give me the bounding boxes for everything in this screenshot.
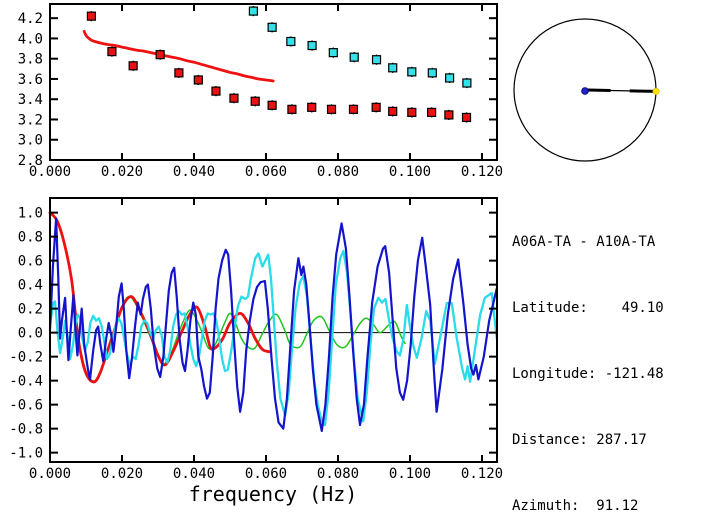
y-tick-label: 0.8	[18, 230, 43, 246]
edge-station-dot	[652, 87, 660, 95]
x-tick-label: 0.040	[173, 466, 215, 482]
x-tick-label: 0.060	[245, 466, 287, 482]
x-tick-label: 0.000	[29, 164, 71, 180]
square-marker	[407, 67, 417, 77]
markers-phase-velocity-measurements	[248, 6, 472, 89]
plot-frame	[49, 197, 498, 463]
curve-stacked-spectrum-cyan	[48, 249, 498, 427]
y-tick-label: -0.8	[9, 422, 43, 438]
x-tick-label: 0.000	[29, 466, 71, 482]
plot-frame	[49, 3, 498, 161]
y-tick-label: 2.8	[18, 153, 43, 169]
azimuth-dial	[513, 18, 660, 162]
curve-model-bessel-red	[48, 211, 271, 384]
square-marker	[388, 106, 398, 116]
square-marker	[128, 61, 138, 71]
square-marker	[229, 93, 239, 103]
station-pair-label: A06A-TA - A10A-TA	[512, 234, 656, 250]
longitude-line: Longitude: -121.48	[512, 366, 664, 382]
square-marker	[287, 104, 297, 114]
square-marker	[444, 110, 454, 120]
y-tick-label: 4.2	[18, 11, 43, 27]
square-marker	[371, 102, 381, 112]
y-tick-label: 1.0	[18, 206, 43, 222]
square-marker	[250, 96, 260, 106]
x-tick-label: 0.120	[461, 164, 503, 180]
y-tick-label: 3.0	[18, 133, 43, 149]
center-station-dot	[581, 87, 589, 95]
y-tick-label: -1.0	[9, 446, 43, 462]
square-marker	[286, 36, 296, 47]
square-marker	[307, 102, 317, 112]
y-tick-label: -0.2	[9, 350, 43, 366]
azimuth-line-thick	[629, 89, 657, 93]
square-marker	[427, 107, 437, 117]
dispersion-plot: 0.000 0.020 0.040 0.060 0.080 0.100 0.120 2.8 3.…	[18, 3, 503, 180]
square-marker	[328, 48, 338, 58]
y-tick-label: -0.4	[9, 374, 43, 390]
square-marker	[461, 112, 472, 123]
y-tick-label: 0.4	[18, 278, 43, 294]
x-axis-title: frequency (Hz)	[189, 482, 358, 506]
y-tick-label: 3.8	[18, 52, 43, 68]
square-marker	[371, 55, 382, 65]
square-marker	[267, 22, 277, 32]
square-marker	[348, 104, 359, 114]
y-tick-label: 3.6	[18, 72, 43, 88]
distance-line: Distance: 287.17	[512, 432, 647, 448]
x-tick-label: 0.020	[101, 164, 143, 180]
y-tick-label: 0.6	[18, 254, 43, 270]
x-tick-label: 0.020	[101, 466, 143, 482]
y-tick-label: 3.2	[18, 112, 43, 128]
square-marker	[427, 68, 437, 78]
curve-raw-spectrum-blue	[48, 217, 498, 433]
x-tick-label: 0.060	[245, 164, 287, 180]
square-marker	[267, 100, 277, 110]
square-marker	[307, 40, 317, 51]
square-marker	[407, 107, 417, 117]
x-tick-label: 0.100	[389, 164, 431, 180]
square-marker	[445, 73, 455, 83]
curve-model-dispersion-curve	[82, 29, 275, 83]
x-tick-label: 0.120	[461, 466, 503, 482]
square-marker	[462, 78, 472, 88]
x-tick-label: 0.080	[317, 164, 359, 180]
y-tick-label: 3.4	[18, 92, 43, 108]
x-tick-label: 0.040	[173, 164, 215, 180]
square-marker	[107, 47, 117, 57]
markers-group-velocity-measurements	[86, 11, 472, 123]
y-tick-label: 4.0	[18, 31, 43, 47]
x-tick-label: 0.080	[317, 466, 359, 482]
square-marker	[211, 86, 221, 96]
square-marker	[174, 68, 184, 78]
square-marker	[193, 75, 203, 85]
square-marker	[155, 50, 165, 60]
square-marker	[326, 104, 337, 114]
square-marker	[86, 11, 97, 21]
x-tick-label: 0.100	[389, 466, 431, 482]
cross-spectrum-plot: 0.000 0.020 0.040 0.060 0.080 0.100 0.120 -1.0 -…	[9, 197, 503, 482]
y-tick-label: 0.0	[18, 326, 43, 342]
azimuth-line: Azimuth: 91.12	[512, 498, 639, 514]
station-info-panel: A06A-TA - A10A-TA Latitude: 49.10 Longit…	[512, 187, 664, 519]
square-marker	[388, 63, 398, 73]
square-marker	[349, 52, 359, 62]
square-marker	[248, 6, 258, 16]
latitude-line: Latitude: 49.10	[512, 300, 664, 316]
y-tick-label: 0.2	[18, 302, 43, 318]
y-tick-label: -0.6	[9, 398, 43, 414]
